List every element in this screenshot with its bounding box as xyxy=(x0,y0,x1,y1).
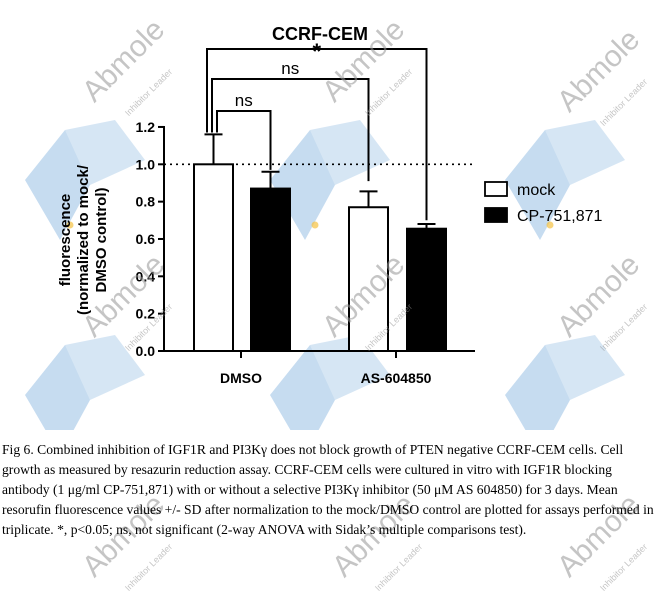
significance-bracket xyxy=(216,110,272,170)
legend-swatch xyxy=(484,181,508,197)
y-tick-label: 0.6 xyxy=(136,231,156,247)
watermark-dot xyxy=(546,221,554,229)
watermark-shape xyxy=(25,130,90,240)
watermark-dot xyxy=(66,221,74,229)
watermark-logo-shapes xyxy=(25,120,625,430)
significance-label: ns xyxy=(281,59,299,78)
bar-dmso-mock xyxy=(193,163,234,352)
y-axis-label: fluorescence (normalized to mock/ DMSO c… xyxy=(57,164,110,315)
y-axis-label-line2: (normalized to mock/ xyxy=(75,164,92,315)
y-axis-label-line3: DMSO control) xyxy=(93,188,110,293)
watermark-shape xyxy=(270,345,335,430)
y-tick-label: 0.0 xyxy=(136,343,156,359)
watermark-shape xyxy=(65,120,145,185)
watermark-shape xyxy=(65,335,145,400)
figure-caption: Fig 6. Combined inhibition of IGF1R and … xyxy=(2,440,654,540)
watermark-shape xyxy=(505,345,570,430)
x-tick-label: AS-604850 xyxy=(361,370,432,386)
bar-as-604850-mock xyxy=(348,206,389,352)
watermark-shape xyxy=(25,345,90,430)
bar-as-604850-cp xyxy=(406,227,447,352)
bar-chart: CCRF-CEM fluorescence (normalized to moc… xyxy=(25,24,625,430)
watermark-shape xyxy=(505,130,570,240)
chart-title: CCRF-CEM xyxy=(272,24,368,44)
significance-bracket xyxy=(206,48,428,221)
significance-label: ns xyxy=(235,91,253,110)
watermark-shape xyxy=(270,130,335,240)
y-tick-label: 1.2 xyxy=(136,119,156,135)
y-axis-label-line1: fluorescence xyxy=(57,194,74,287)
watermark-shape xyxy=(545,120,625,185)
caption-text: Fig 6. Combined inhibition of IGF1R and … xyxy=(2,442,654,537)
watermark-shape xyxy=(545,335,625,400)
y-tick-label: 1.0 xyxy=(136,156,156,172)
significance-bracket xyxy=(211,78,370,182)
watermark-dot xyxy=(311,221,319,229)
x-tick-label: DMSO xyxy=(220,370,262,386)
legend-swatch xyxy=(484,207,508,223)
legend-label: mock xyxy=(517,182,556,199)
plot-area xyxy=(163,125,475,352)
significance-label: * xyxy=(312,39,321,64)
y-tick-label: 0.4 xyxy=(136,268,156,284)
y-axis-ticks: 0.0 0.2 0.4 0.6 0.8 1.0 1.2 xyxy=(136,119,164,359)
y-tick-label: 0.8 xyxy=(136,194,156,210)
legend-label: CP-751,871 xyxy=(517,208,602,225)
watermark-shape xyxy=(310,120,390,185)
legend: mock CP-751,871 xyxy=(484,181,602,225)
significance-brackets: ns ns * xyxy=(206,39,428,221)
y-tick-label: 0.2 xyxy=(136,306,156,322)
x-axis-labels: DMSO AS-604850 xyxy=(220,351,432,386)
bar-dmso-cp xyxy=(250,187,291,352)
